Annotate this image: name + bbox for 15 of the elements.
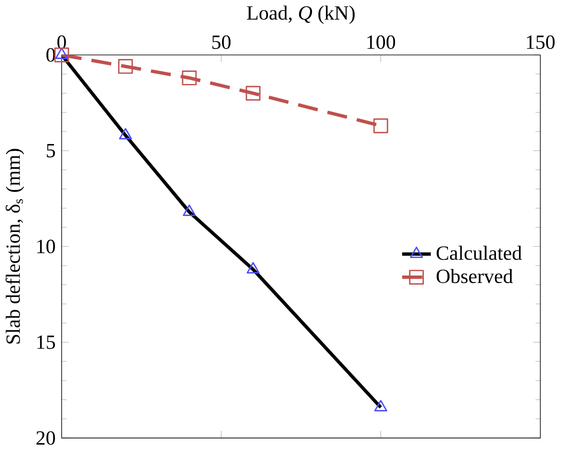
point <box>182 70 197 86</box>
y-tick-label: 20 <box>36 431 55 445</box>
x-tick-label: 150 <box>526 35 555 49</box>
x-tick-label: 100 <box>367 35 396 49</box>
x-tick-label: 50 <box>212 35 231 49</box>
point <box>373 118 388 134</box>
y-tick-label: 10 <box>37 239 55 254</box>
legend-label: Observed <box>436 268 513 283</box>
y-tick-label: 5 <box>46 144 55 158</box>
y-axis-title: Slab deflection, δ$_{s}$ (mm) <box>6 148 24 344</box>
legend-label: Calculated <box>436 246 522 260</box>
point <box>118 58 133 74</box>
x-axis-title: Load, Q (kN) <box>247 5 355 24</box>
y-tick-label: 15 <box>37 335 55 349</box>
point <box>246 86 261 100</box>
